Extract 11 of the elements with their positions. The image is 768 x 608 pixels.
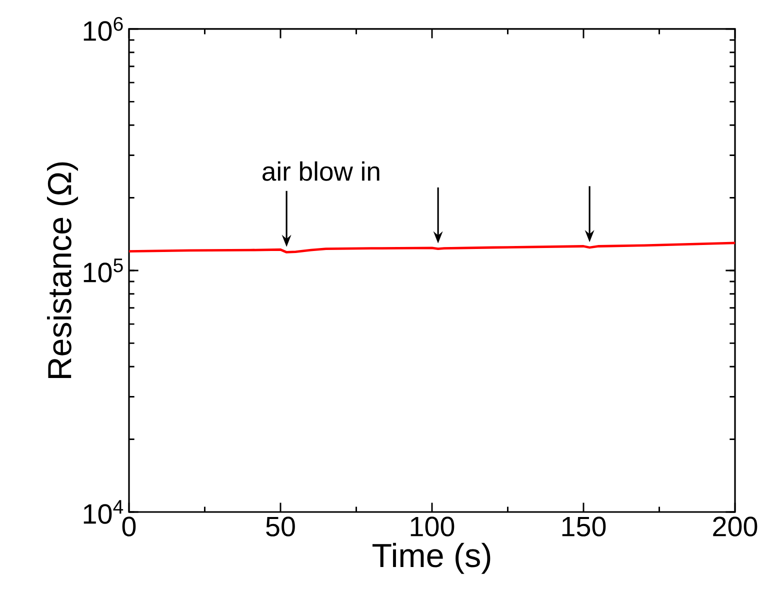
x-tick-label: 50 xyxy=(266,516,295,536)
annotation: air blow in xyxy=(262,161,380,181)
y-tick-label: 10$^{6}$ xyxy=(84,17,123,41)
y-axis-title: Resistance (Ω) xyxy=(47,162,78,378)
x-tick-label: 150 xyxy=(562,516,606,536)
x-axis-title: Time (s) xyxy=(372,542,490,574)
x-tick-label: 0 xyxy=(122,516,136,536)
y-tick-label: 10$^{4}$ xyxy=(84,500,124,524)
x-tick-label: 200 xyxy=(713,516,758,536)
y-tick-label: 10$^{5}$ xyxy=(84,258,123,282)
x-tick-label: 100 xyxy=(410,516,454,536)
